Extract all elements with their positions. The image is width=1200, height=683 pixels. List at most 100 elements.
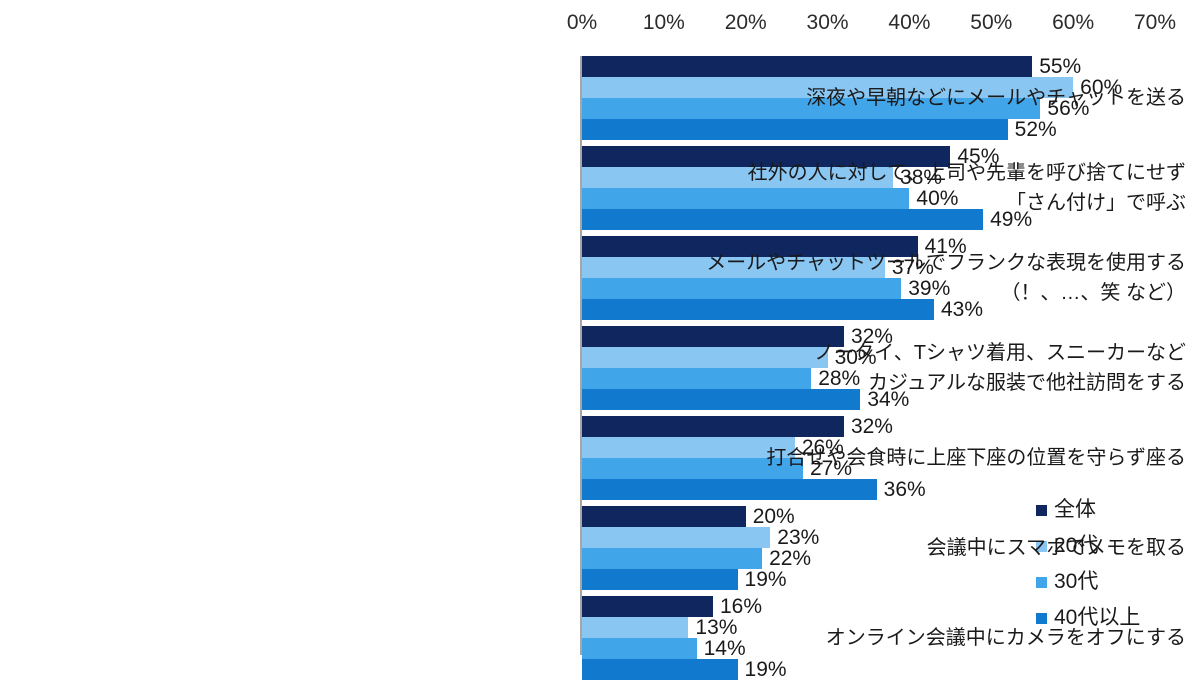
bar-value-label: 23% bbox=[777, 525, 820, 549]
bar-30代-0 bbox=[582, 98, 1041, 119]
bar-value-label: 19% bbox=[744, 567, 787, 591]
bar-30代-1 bbox=[582, 188, 910, 209]
bar-row: 28% bbox=[582, 368, 1155, 389]
bar-row: 60% bbox=[582, 77, 1155, 98]
legend-swatch-icon bbox=[1036, 504, 1047, 516]
legend-label: 20代 bbox=[1054, 534, 1099, 557]
bar-group: 16% 13% 14% 19% bbox=[582, 596, 1155, 680]
bar-value-label: 49% bbox=[990, 207, 1033, 231]
bar-40代以上-4 bbox=[582, 479, 877, 500]
bar-value-label: 30% bbox=[834, 345, 877, 369]
category-label: 打合せや会食時に上座下座の位置を守らず座る bbox=[766, 447, 1186, 469]
bar-全体-6 bbox=[582, 596, 713, 617]
bar-row: 32% bbox=[582, 326, 1155, 347]
bar-全体-2 bbox=[582, 236, 918, 257]
x-axis-tick-10: 10% bbox=[642, 11, 685, 34]
bar-row: 19% bbox=[582, 569, 1155, 590]
legend-swatch-icon bbox=[1036, 540, 1047, 552]
bar-row: 22% bbox=[582, 548, 1155, 569]
bar-row: 41% bbox=[582, 236, 1155, 257]
chart-legend: 全体 20代 30代 40代以上 bbox=[1036, 492, 1140, 636]
x-axis-tick-50: 50% bbox=[970, 11, 1013, 34]
legend-item-30代[interactable]: 30代 bbox=[1036, 564, 1140, 600]
x-axis-tick-labels: 0% 10% 20% 30% 40% 50% 60% 70% bbox=[0, 10, 1200, 40]
bar-value-label: 34% bbox=[867, 387, 910, 411]
bar-group: 32% 26% 27% 36% bbox=[582, 416, 1155, 500]
bar-30代-2 bbox=[582, 278, 902, 299]
bar-value-label: 19% bbox=[744, 657, 787, 681]
bar-value-label: 39% bbox=[908, 276, 951, 300]
bar-value-label: 20% bbox=[752, 504, 795, 528]
bar-row: 39% bbox=[582, 278, 1155, 299]
x-axis-tick-0: 0% bbox=[566, 11, 598, 34]
category-label: 深夜や早朝などにメールやチャットを送る bbox=[806, 87, 1186, 109]
bar-group: 32% 30% 28% 34% bbox=[582, 326, 1155, 410]
bar-40代以上-6 bbox=[582, 659, 738, 680]
legend-label: 全体 bbox=[1054, 498, 1096, 521]
bar-value-label: 32% bbox=[850, 324, 893, 348]
x-axis-tick-30: 30% bbox=[806, 11, 849, 34]
legend-item-全体[interactable]: 全体 bbox=[1036, 492, 1140, 528]
bar-20代-5 bbox=[582, 527, 771, 548]
bar-value-label: 32% bbox=[850, 414, 893, 438]
bar-value-label: 16% bbox=[719, 594, 762, 618]
bar-row: 14% bbox=[582, 638, 1155, 659]
bar-20代-0 bbox=[582, 77, 1074, 98]
bar-row: 38% bbox=[582, 167, 1155, 188]
bar-20代-1 bbox=[582, 167, 894, 188]
bar-row: 23% bbox=[582, 527, 1155, 548]
bar-30代-5 bbox=[582, 548, 763, 569]
bar-value-label: 28% bbox=[818, 366, 861, 390]
bar-value-label: 22% bbox=[769, 546, 812, 570]
bar-40代以上-5 bbox=[582, 569, 738, 590]
category-label: オンライン会議中にカメラをオフにする bbox=[825, 627, 1186, 649]
bar-40代以上-2 bbox=[582, 299, 934, 320]
bar-全体-0 bbox=[582, 56, 1033, 77]
bar-30代-3 bbox=[582, 368, 812, 389]
bar-value-label: 41% bbox=[924, 234, 967, 258]
category-label: メールやチャットツールでフランクな表現を使用する （！、…、笑 など） bbox=[706, 252, 1186, 304]
bar-value-label: 40% bbox=[916, 186, 959, 210]
bar-value-label: 13% bbox=[695, 615, 738, 639]
bar-row: 49% bbox=[582, 209, 1155, 230]
bar-row: 56% bbox=[582, 98, 1155, 119]
bar-row: 45% bbox=[582, 146, 1155, 167]
category-label: ノータイ、Tシャツ着用、スニーカーなど カジュアルな服装で他社訪問をする bbox=[814, 342, 1186, 394]
x-axis-tick-20: 20% bbox=[724, 11, 767, 34]
x-axis-tick-70: 70% bbox=[1133, 11, 1177, 34]
bar-group: 55% 60% 56% 52% bbox=[582, 56, 1155, 140]
bar-全体-4 bbox=[582, 416, 844, 437]
bar-row: 26% bbox=[582, 437, 1155, 458]
bar-value-label: 14% bbox=[703, 636, 746, 660]
bar-row: 52% bbox=[582, 119, 1155, 140]
legend-label: 30代 bbox=[1054, 570, 1099, 593]
legend-item-20代[interactable]: 20代 bbox=[1036, 528, 1140, 564]
bar-20代-3 bbox=[582, 347, 828, 368]
bar-20代-2 bbox=[582, 257, 885, 278]
bar-group: 41% 37% 39% 43% bbox=[582, 236, 1155, 320]
x-axis-tick-40: 40% bbox=[888, 11, 931, 34]
bar-20代-4 bbox=[582, 437, 795, 458]
bar-value-label: 38% bbox=[900, 165, 943, 189]
bar-value-label: 55% bbox=[1039, 54, 1082, 78]
bar-20代-6 bbox=[582, 617, 689, 638]
bar-全体-1 bbox=[582, 146, 951, 167]
bar-row: 43% bbox=[582, 299, 1155, 320]
bar-value-label: 52% bbox=[1014, 117, 1057, 141]
bar-30代-6 bbox=[582, 638, 697, 659]
bar-row: 40% bbox=[582, 188, 1155, 209]
bar-40代以上-0 bbox=[582, 119, 1008, 140]
bar-row: 32% bbox=[582, 416, 1155, 437]
bar-row: 37% bbox=[582, 257, 1155, 278]
category-label: 社外の人に対して、上司や先輩を呼び捨てにせず 「さん付け」で呼ぶ bbox=[747, 162, 1186, 214]
legend-item-40代以上[interactable]: 40代以上 bbox=[1036, 600, 1140, 636]
bar-value-label: 36% bbox=[883, 477, 926, 501]
bar-group: 45% 38% 40% 49% bbox=[582, 146, 1155, 230]
bar-row: 20% bbox=[582, 506, 1155, 527]
bar-row: 55% bbox=[582, 56, 1155, 77]
bar-row: 16% bbox=[582, 596, 1155, 617]
bar-40代以上-1 bbox=[582, 209, 984, 230]
plot-area: 55% 60% 56% 52% 45% 38% 40% 49% 41% 37% 39% 43% 32% 3… bbox=[580, 56, 1155, 680]
bar-row: 36% bbox=[582, 479, 1155, 500]
